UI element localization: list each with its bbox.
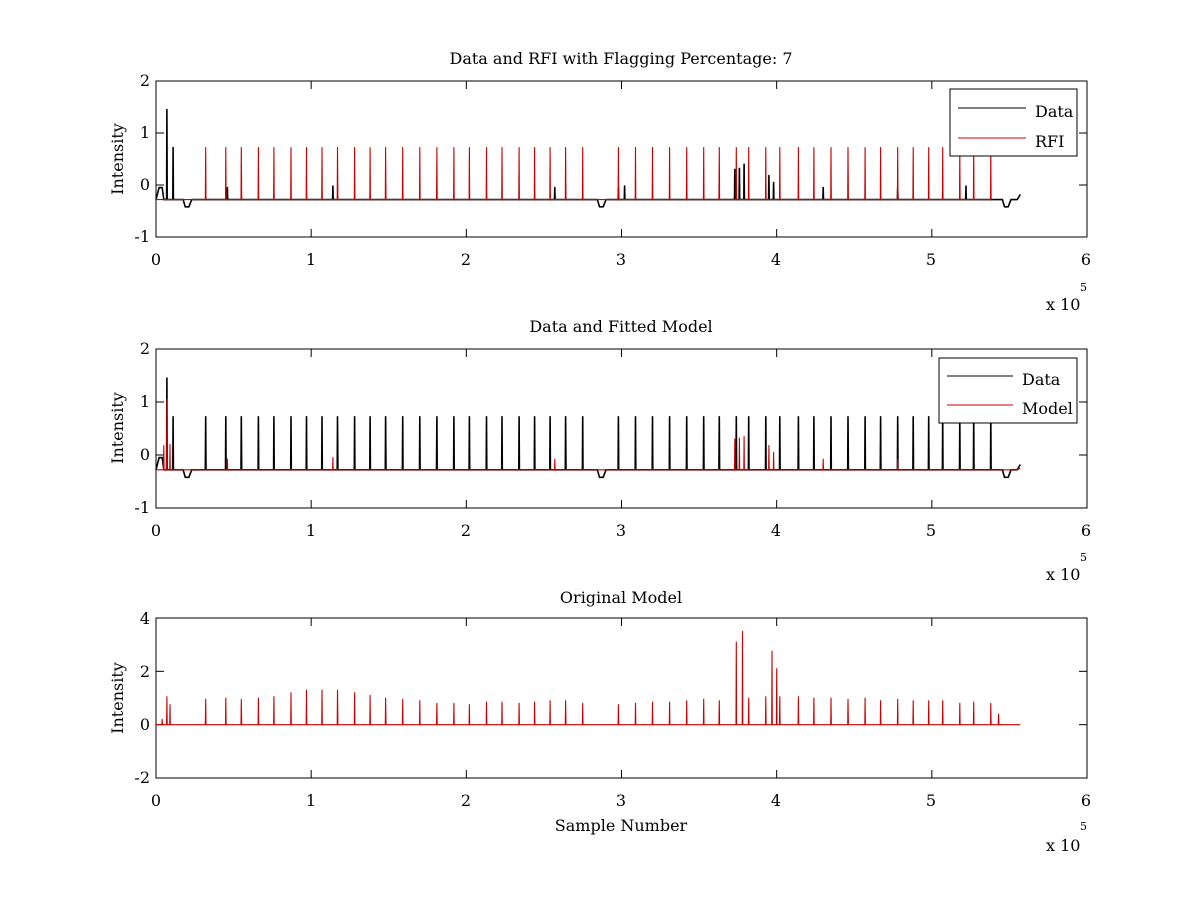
panel-3-y-tick-3: 4 xyxy=(140,609,150,628)
panel-1-x-tick-6: 6 xyxy=(1081,250,1091,269)
panel-1-y-axis-label: Intensity xyxy=(108,123,127,195)
panel-1-x-tick-1: 1 xyxy=(306,250,316,269)
panel-2-legend-data-label: Data xyxy=(1022,370,1061,389)
panel-2-y-tick-3: 2 xyxy=(140,339,150,358)
panel-2-legend: Data Model xyxy=(938,357,1078,424)
panel-3-ticks xyxy=(155,617,1088,779)
panel-2-x-exponent: 5 xyxy=(1080,551,1087,564)
panel-1-ticks xyxy=(155,80,1088,238)
panel-3-series xyxy=(156,630,1021,726)
panel-2-y-tick-0: -1 xyxy=(134,498,150,517)
panel-2-x-tick-3: 3 xyxy=(616,521,626,540)
panel-3-title: Original Model xyxy=(560,588,682,607)
panel-2-series-2-line xyxy=(156,398,1021,471)
panel-3-x-multiplier: x 10 xyxy=(1046,836,1080,855)
panel-2-x-tick-6: 6 xyxy=(1081,521,1091,540)
panel-2-x-tick-2: 2 xyxy=(461,521,471,540)
panel-2-y-tick-1: 0 xyxy=(140,445,150,464)
panel-2-y-axis-label: Intensity xyxy=(108,392,127,464)
panel-3-y-axis-label: Intensity xyxy=(108,662,127,734)
panel-1-x-tick-3: 3 xyxy=(616,250,626,269)
panel-2-series xyxy=(155,377,1021,479)
panel-1-title: Data and RFI with Flagging Percentage: 7 xyxy=(449,49,792,68)
panel-3-y-tick-0: -2 xyxy=(134,768,150,787)
panel-1-x-exponent: 5 xyxy=(1080,281,1087,294)
panel-3-x-tick-6: 6 xyxy=(1081,791,1091,810)
panel-1-x-tick-4: 4 xyxy=(771,250,781,269)
panel-1-y-tick-0: -1 xyxy=(134,227,150,246)
panel-1: Data and RFI with Flagging Percentage: 7… xyxy=(108,49,1091,314)
panel-1-x-tick-0: 0 xyxy=(151,250,161,269)
panel-1-y-tick-1: 0 xyxy=(140,175,150,194)
panel-3-x-tick-2: 2 xyxy=(461,791,471,810)
panel-2-x-tick-4: 4 xyxy=(771,521,781,540)
panel-3-y-tick-1: 0 xyxy=(140,715,150,734)
panel-1-x-multiplier: x 10 xyxy=(1046,295,1080,314)
panel-2: Data and Fitted Model Intensity 0 1 2 3 … xyxy=(108,317,1091,584)
panel-3-series-1-line xyxy=(156,630,1021,726)
panel-1-x-tick-2: 2 xyxy=(461,250,471,269)
panel-1-y-tick-3: 2 xyxy=(140,71,150,90)
panel-1-x-tick-5: 5 xyxy=(926,250,936,269)
panel-2-x-tick-1: 1 xyxy=(306,521,316,540)
panel-1-legend: Data RFI xyxy=(949,88,1078,157)
panel-2-x-multiplier: x 10 xyxy=(1046,565,1080,584)
panel-3: Original Model Intensity 0 1 2 3 4 5 6 -… xyxy=(108,588,1091,855)
panel-3-x-exponent: 5 xyxy=(1080,820,1087,833)
panel-2-ticks xyxy=(155,348,1088,509)
panel-2-plot-area xyxy=(155,348,1088,509)
panel-2-legend-box xyxy=(938,357,1078,424)
panel-3-y-tick-2: 2 xyxy=(140,662,150,681)
panel-2-legend-model-label: Model xyxy=(1022,399,1073,418)
panel-2-series-1-line xyxy=(155,377,1021,479)
panel-3-x-tick-0: 0 xyxy=(151,791,161,810)
panel-1-legend-data-label: Data xyxy=(1035,102,1074,121)
panel-1-legend-rfi-label: RFI xyxy=(1035,132,1064,151)
panel-3-plot-area xyxy=(155,617,1088,779)
panel-3-x-tick-1: 1 xyxy=(306,791,316,810)
panel-1-plot-area xyxy=(155,80,1088,238)
panel-3-x-axis-label: Sample Number xyxy=(555,816,688,835)
panel-2-y-tick-2: 1 xyxy=(140,392,150,411)
panel-2-x-tick-5: 5 xyxy=(926,521,936,540)
panel-2-title: Data and Fitted Model xyxy=(529,317,712,336)
panel-3-x-tick-5: 5 xyxy=(926,791,936,810)
panel-3-x-tick-4: 4 xyxy=(771,791,781,810)
panel-1-series-2-line xyxy=(156,147,992,201)
panel-3-x-tick-3: 3 xyxy=(616,791,626,810)
panel-2-x-tick-0: 0 xyxy=(151,521,161,540)
panel-1-legend-box xyxy=(949,88,1078,157)
panel-1-y-tick-2: 1 xyxy=(140,123,150,142)
